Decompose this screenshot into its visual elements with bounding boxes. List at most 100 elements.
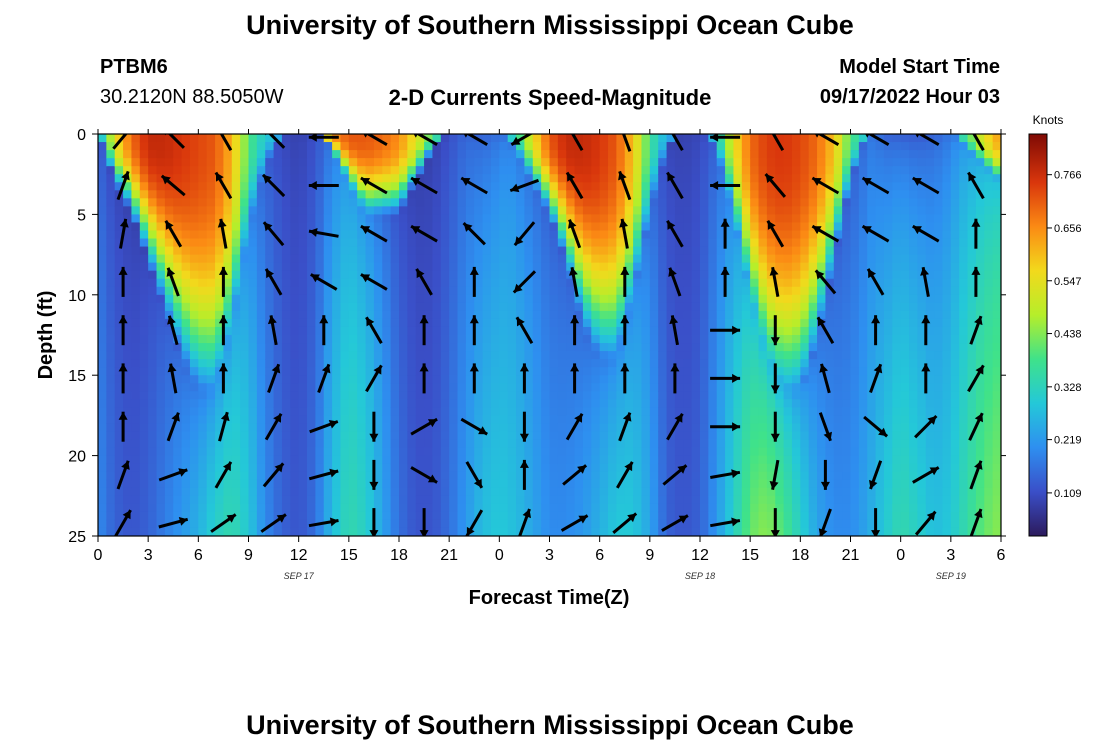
heatmap-cell [599, 246, 609, 256]
heatmap-cell [223, 270, 233, 280]
heatmap-cell [733, 222, 743, 232]
heatmap-cell [541, 230, 551, 240]
heatmap-cell [883, 310, 893, 320]
heatmap-cell [557, 335, 567, 344]
heatmap-cell [783, 503, 793, 513]
heatmap-cell [390, 286, 400, 296]
heatmap-cell [407, 206, 417, 215]
heatmap-cell [725, 519, 735, 529]
heatmap-cell [390, 230, 400, 240]
heatmap-cell [248, 326, 258, 336]
heatmap-cell [390, 182, 400, 191]
heatmap-cell [365, 326, 375, 336]
heatmap-cell [641, 359, 651, 368]
heatmap-cell [858, 503, 868, 513]
heatmap-cell [357, 487, 367, 497]
heatmap-cell [231, 222, 241, 232]
heatmap-cell [867, 351, 877, 360]
heatmap-cell [382, 487, 392, 497]
heatmap-cell [98, 415, 107, 425]
heatmap-cell [842, 270, 852, 280]
heatmap-cell [248, 262, 258, 272]
heatmap-cell [223, 238, 233, 248]
heatmap-cell [532, 439, 542, 449]
heatmap-cell [641, 343, 651, 352]
heatmap-cell [173, 503, 183, 513]
heatmap-cell [449, 351, 459, 360]
heatmap-cell [641, 190, 651, 199]
heatmap-cell [482, 383, 492, 392]
heatmap-cell [574, 503, 584, 513]
heatmap-cell [791, 294, 801, 304]
heatmap-cell [909, 134, 918, 143]
heatmap-cell [917, 439, 927, 449]
heatmap-cell [156, 198, 166, 207]
heatmap-cell [532, 391, 542, 400]
heatmap-cell [424, 302, 434, 312]
heatmap-cell [231, 294, 241, 304]
heatmap-cell [649, 166, 659, 175]
heatmap-cell [373, 527, 383, 536]
heatmap-cell [248, 455, 258, 465]
heatmap-cell [858, 142, 868, 151]
heatmap-cell [624, 150, 634, 159]
heatmap-cell [683, 214, 693, 224]
heatmap-cell [750, 447, 760, 457]
heatmap-cell [390, 134, 400, 143]
heatmap-cell [817, 375, 827, 384]
heatmap-cell [465, 399, 475, 408]
heatmap-cell [850, 182, 860, 191]
heatmap-cell [758, 142, 768, 151]
heatmap-cell [290, 142, 300, 151]
heatmap-cell [139, 383, 149, 392]
heatmap-cell [867, 343, 877, 352]
heatmap-cell [566, 326, 576, 336]
heatmap-cell [390, 463, 400, 473]
heatmap-cell [206, 447, 216, 457]
heatmap-cell [457, 254, 467, 264]
heatmap-cell [407, 343, 417, 352]
heatmap-cell [399, 439, 408, 449]
heatmap-cell [599, 310, 609, 320]
heatmap-cell [98, 214, 107, 224]
heatmap-cell [875, 310, 885, 320]
heatmap-cell [307, 359, 316, 368]
heatmap-cell [424, 278, 434, 288]
heatmap-cell [716, 495, 726, 505]
heatmap-cell [123, 367, 133, 376]
heatmap-cell [633, 270, 643, 280]
heatmap-cell [432, 399, 442, 408]
heatmap-cell [390, 527, 400, 536]
heatmap-cell [173, 375, 183, 384]
heatmap-cell [265, 302, 275, 312]
heatmap-cell [817, 206, 827, 215]
heatmap-cell [900, 415, 910, 425]
heatmap-cell [231, 527, 241, 536]
heatmap-cell [733, 391, 743, 400]
heatmap-cell [373, 431, 383, 441]
heatmap-cell [231, 487, 241, 497]
heatmap-cell [298, 262, 308, 272]
heatmap-cell [323, 447, 333, 457]
heatmap-cell [206, 230, 216, 240]
heatmap-cell [716, 511, 726, 521]
heatmap-cell [507, 142, 517, 151]
heatmap-cell [591, 495, 601, 505]
heatmap-cell [900, 399, 910, 408]
heatmap-cell [424, 174, 434, 183]
heatmap-cell [758, 206, 768, 215]
heatmap-cell [256, 238, 266, 248]
heatmap-cell [658, 519, 668, 529]
heatmap-cell [733, 479, 743, 489]
heatmap-cell [900, 359, 910, 368]
heatmap-cell [641, 383, 651, 392]
heatmap-cell [148, 447, 158, 457]
heatmap-cell [281, 399, 291, 408]
heatmap-cell [181, 302, 191, 312]
heatmap-cell [850, 142, 860, 151]
heatmap-cell [265, 359, 275, 368]
heatmap-cell [641, 254, 651, 264]
heatmap-cell [549, 423, 559, 433]
heatmap-cell [917, 166, 927, 175]
heatmap-cell [800, 174, 810, 183]
